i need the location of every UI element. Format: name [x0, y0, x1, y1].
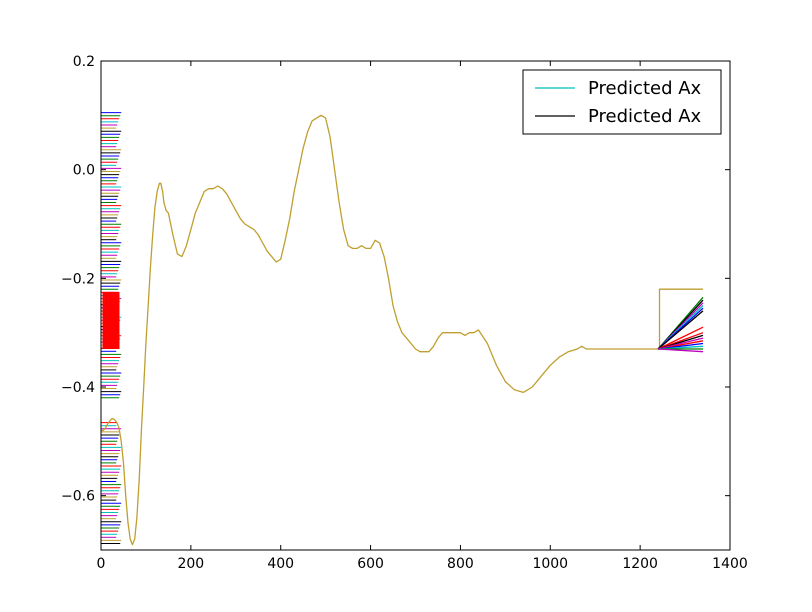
series-layer — [101, 114, 704, 546]
plot-area — [101, 61, 730, 550]
series-line-8 — [657, 326, 704, 350]
legend-box — [522, 69, 722, 135]
y-tick-label: −0.6 — [61, 489, 95, 505]
x-tick-label: 400 — [267, 556, 294, 572]
x-tick-label: 0 — [97, 556, 106, 572]
series-line-16 — [658, 348, 704, 353]
legend-label-0: Predicted Ax — [588, 78, 702, 99]
axis-ticks: 0 200 400 600 800 1000 1200 1400 −0.6 −0.4 −0.2 0.0… — [61, 54, 748, 572]
legend: Predicted Ax Predicted Ax — [522, 69, 722, 135]
x-tick-label: 800 — [447, 556, 474, 572]
x-tick-label: 1000 — [532, 556, 568, 572]
y-tick-label: 0.2 — [73, 54, 95, 70]
x-tick-label: 200 — [177, 556, 204, 572]
x-tick-label: 1200 — [622, 556, 658, 572]
series-line-7 — [657, 310, 704, 350]
plot-frame — [100, 60, 731, 551]
legend-label-1: Predicted Ax — [588, 106, 702, 127]
x-tick-label: 1400 — [712, 556, 748, 572]
y-tick-label: −0.2 — [61, 271, 95, 287]
series-line-0 — [101, 114, 659, 546]
y-tick-label: 0.0 — [73, 163, 95, 179]
x-tick-label: 600 — [357, 556, 384, 572]
sample-block — [101, 112, 122, 544]
y-tick-label: −0.4 — [61, 380, 95, 396]
